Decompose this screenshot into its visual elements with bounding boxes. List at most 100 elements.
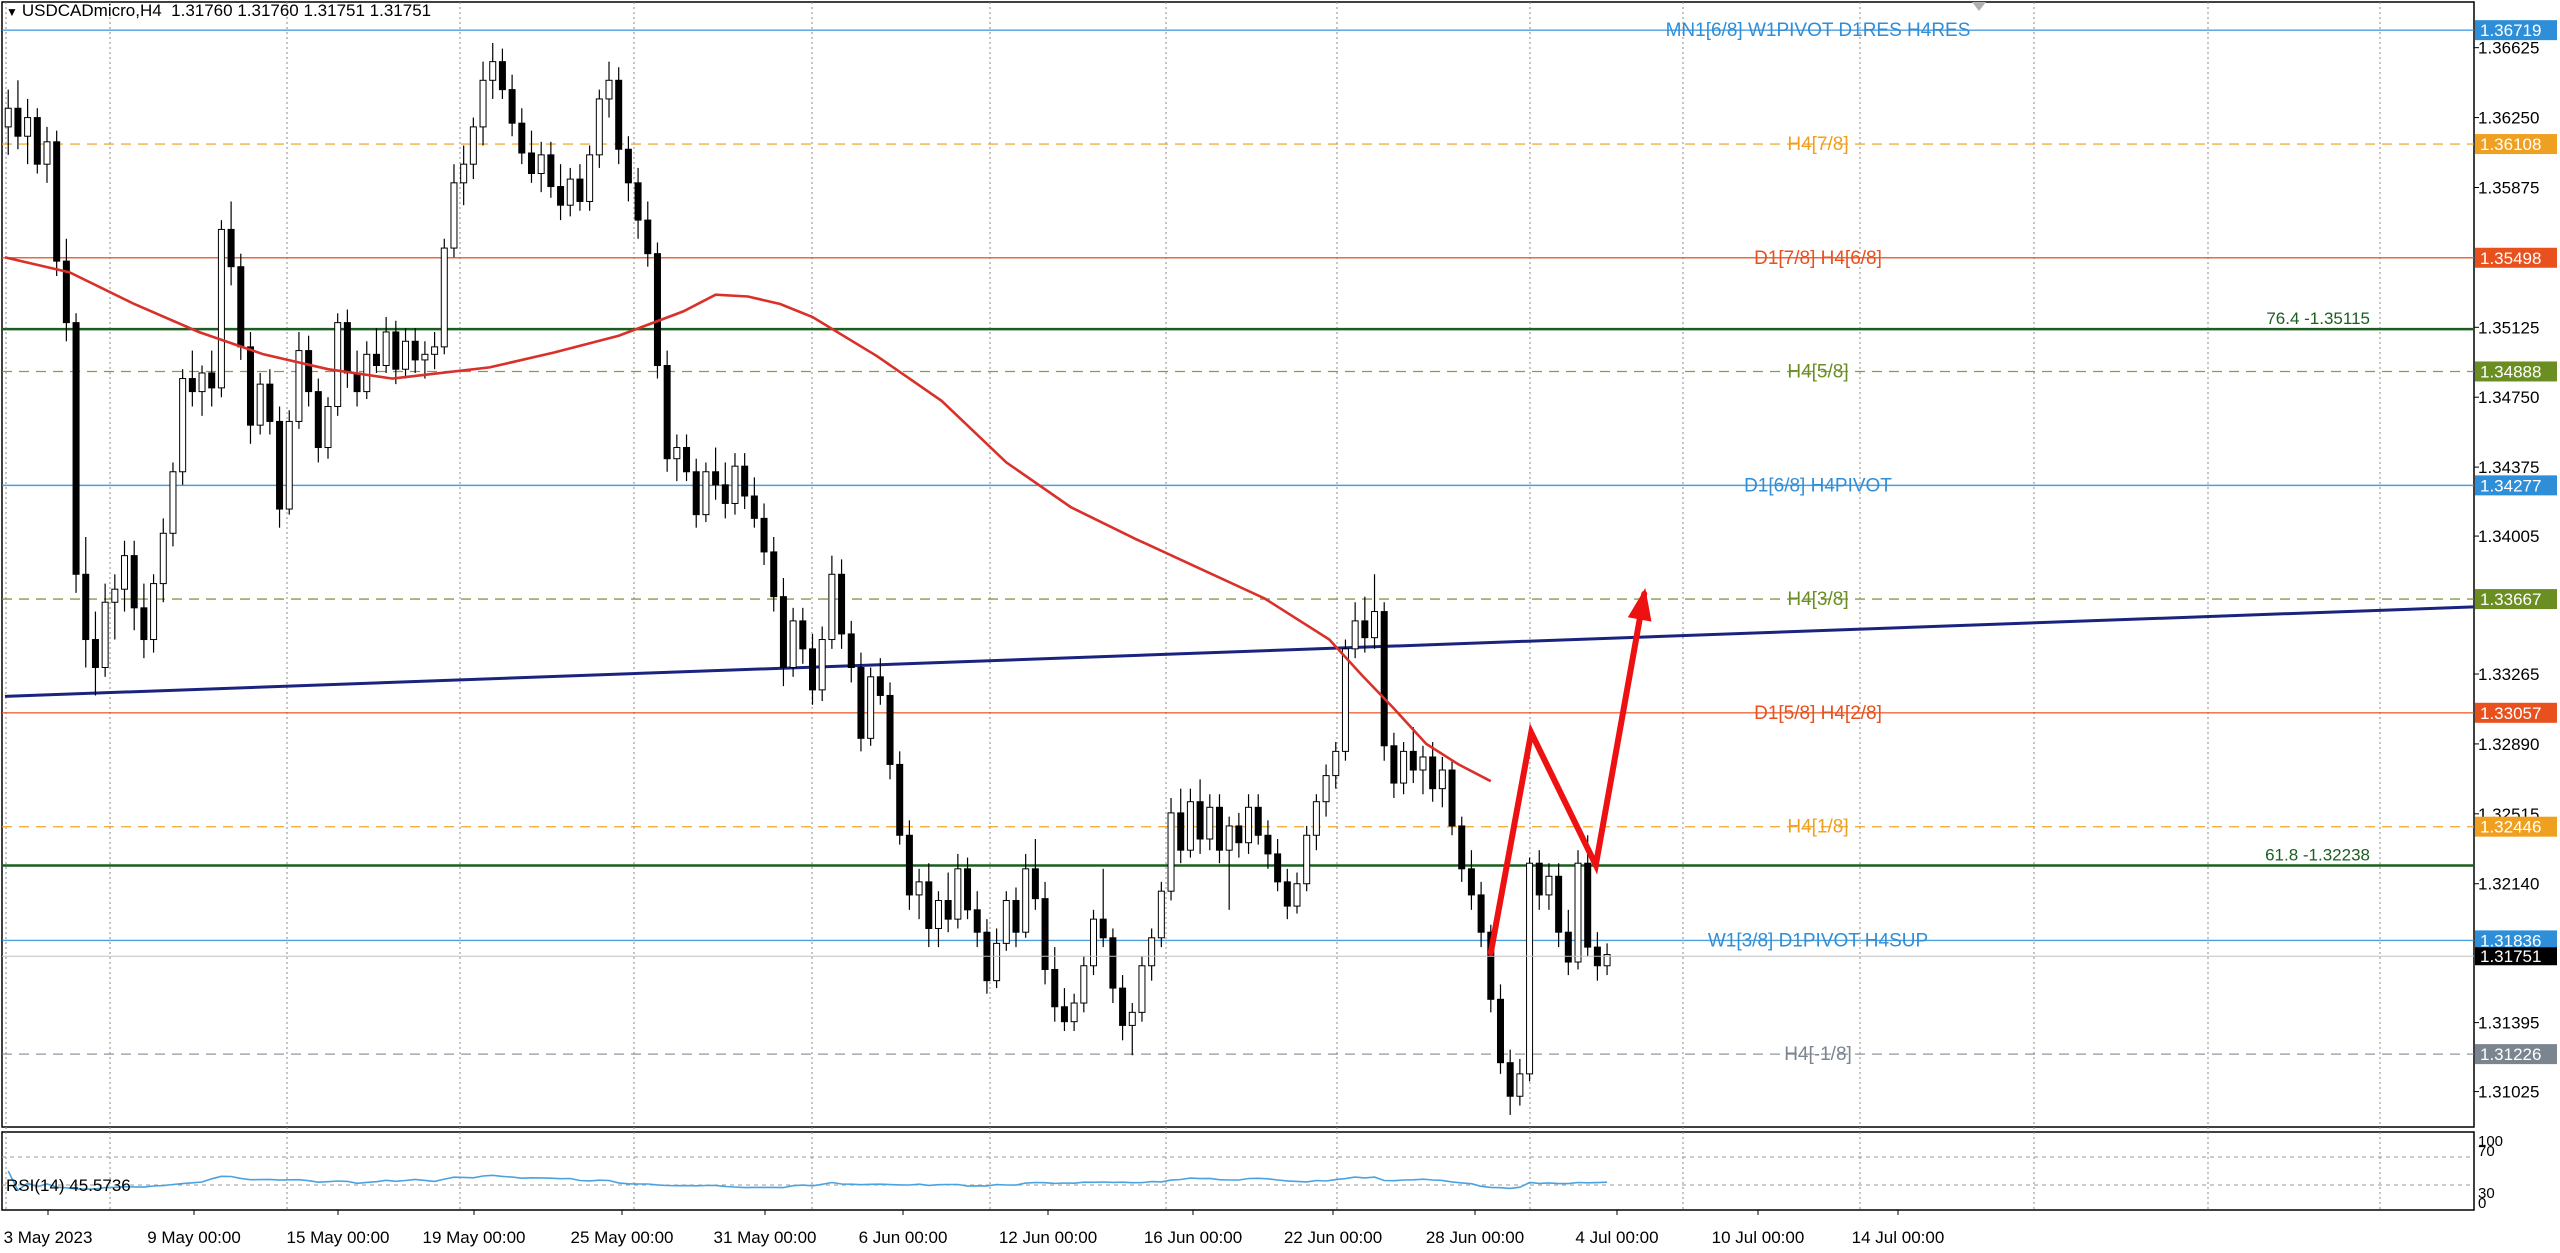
candle-body bbox=[1303, 834, 1311, 885]
price-tag-label: 1.36719 bbox=[2480, 21, 2541, 40]
candle-body bbox=[1467, 868, 1475, 896]
candle-body bbox=[1400, 750, 1408, 784]
candle-body bbox=[188, 378, 196, 393]
candle-body bbox=[1080, 965, 1088, 1004]
candle-body bbox=[1390, 745, 1398, 784]
candle-body bbox=[537, 154, 545, 174]
candle-body bbox=[1477, 894, 1485, 933]
candle-body bbox=[964, 868, 972, 911]
candle-body bbox=[421, 353, 429, 361]
candle-body bbox=[1555, 875, 1563, 933]
candle-body bbox=[973, 909, 981, 933]
candle-body bbox=[712, 471, 720, 486]
candle-body bbox=[828, 573, 836, 641]
candle-body bbox=[1419, 756, 1427, 771]
candle-body bbox=[1157, 890, 1165, 939]
ohlc-label: 1.31760 1.31760 1.31751 1.31751 bbox=[171, 1, 432, 20]
candle-body bbox=[1496, 998, 1504, 1064]
candle-body bbox=[91, 639, 99, 668]
rsi-scale-label: 100 bbox=[2478, 1133, 2503, 1150]
price-tag-label: 1.34888 bbox=[2480, 362, 2541, 381]
candle-body bbox=[1051, 968, 1059, 1008]
candle-body bbox=[789, 620, 797, 668]
fib-label: 76.4 -1.35115 bbox=[2266, 309, 2370, 328]
y-tick-label: 1.31025 bbox=[2478, 1083, 2539, 1102]
candle-body bbox=[24, 117, 32, 137]
arrowhead-icon bbox=[1627, 588, 1652, 622]
candle-body bbox=[276, 420, 284, 510]
candle-body bbox=[624, 148, 632, 184]
candle-body bbox=[208, 372, 216, 389]
chart-header: ▼ USDCADmicro,H4 1.31760 1.31760 1.31751 … bbox=[6, 1, 431, 21]
x-tick-label: 28 Jun 00:00 bbox=[1426, 1228, 1524, 1247]
x-tick-label: 22 Jun 00:00 bbox=[1284, 1228, 1382, 1247]
candle-body bbox=[925, 881, 933, 929]
candle-body bbox=[653, 253, 661, 367]
candle-body bbox=[1128, 1011, 1136, 1026]
price-tag bbox=[2475, 589, 2557, 610]
candle-body bbox=[121, 555, 129, 590]
candle-body bbox=[1564, 931, 1572, 963]
candle-body bbox=[1341, 648, 1349, 752]
candle-body bbox=[615, 79, 623, 150]
candle-body bbox=[363, 353, 371, 393]
current-price-tag bbox=[2475, 947, 2557, 966]
candle-body bbox=[1245, 806, 1253, 844]
candle-body bbox=[1012, 900, 1020, 933]
price-tag-label: 1.31836 bbox=[2480, 931, 2541, 950]
price-tag bbox=[2475, 475, 2557, 496]
rsi-scale-label: 30 bbox=[2478, 1185, 2495, 1202]
x-tick-label: 9 May 00:00 bbox=[147, 1228, 241, 1247]
x-tick-label: 16 Jun 00:00 bbox=[1144, 1228, 1242, 1247]
candle-body bbox=[498, 61, 506, 91]
x-tick-label: 4 Jul 00:00 bbox=[1575, 1228, 1658, 1247]
candle-body bbox=[595, 98, 603, 156]
price-tag bbox=[2475, 816, 2557, 837]
candle-body bbox=[353, 372, 361, 393]
price-tag bbox=[2475, 247, 2557, 268]
candle-body bbox=[896, 763, 904, 836]
candle-body bbox=[217, 228, 225, 389]
candle-body bbox=[1332, 750, 1340, 777]
candle-body bbox=[683, 447, 691, 473]
candle-body bbox=[1167, 812, 1175, 892]
candle-body bbox=[1002, 900, 1010, 944]
candle-body bbox=[1603, 954, 1611, 967]
candle-body bbox=[469, 126, 477, 165]
level-label: H4[5/8] bbox=[1787, 361, 1848, 382]
candle-body bbox=[460, 163, 468, 184]
candle-body bbox=[1438, 769, 1446, 790]
candle-body bbox=[334, 322, 342, 408]
candle-body bbox=[566, 178, 574, 206]
price-tag-label: 1.35498 bbox=[2480, 249, 2541, 268]
y-tick-label: 1.34005 bbox=[2478, 527, 2539, 546]
level-label: W1[3/8] D1PIVOT H4SUP bbox=[1708, 930, 1928, 951]
price-tag-label: 1.32446 bbox=[2480, 818, 2541, 837]
candle-body bbox=[1409, 750, 1417, 771]
candle-body bbox=[799, 620, 807, 650]
level-label: H4[-1/8] bbox=[1784, 1044, 1852, 1065]
price-tag bbox=[2475, 20, 2557, 41]
candle-body bbox=[576, 178, 584, 202]
price-tag-label: 1.34277 bbox=[2480, 476, 2541, 495]
x-tick-label: 19 May 00:00 bbox=[422, 1228, 525, 1247]
candle-body bbox=[663, 365, 671, 460]
candle-body bbox=[1177, 812, 1185, 851]
candle-body bbox=[944, 900, 952, 920]
rsi-scale-label: 0 bbox=[2478, 1195, 2486, 1212]
y-tick-label: 1.32140 bbox=[2478, 875, 2539, 894]
candle-body bbox=[440, 247, 448, 348]
trendline bbox=[4, 605, 2475, 698]
candle-body bbox=[557, 186, 565, 206]
candle-body bbox=[246, 346, 254, 426]
candle-body bbox=[431, 346, 439, 355]
x-tick-label: 10 Jul 00:00 bbox=[1712, 1228, 1805, 1247]
current-price-label: 1.31751 bbox=[2480, 947, 2541, 966]
candle-body bbox=[402, 340, 410, 370]
candle-body bbox=[741, 465, 749, 497]
candle-body bbox=[1022, 868, 1030, 933]
candle-body bbox=[324, 406, 332, 449]
caret-down-icon[interactable]: ▼ bbox=[6, 5, 18, 19]
